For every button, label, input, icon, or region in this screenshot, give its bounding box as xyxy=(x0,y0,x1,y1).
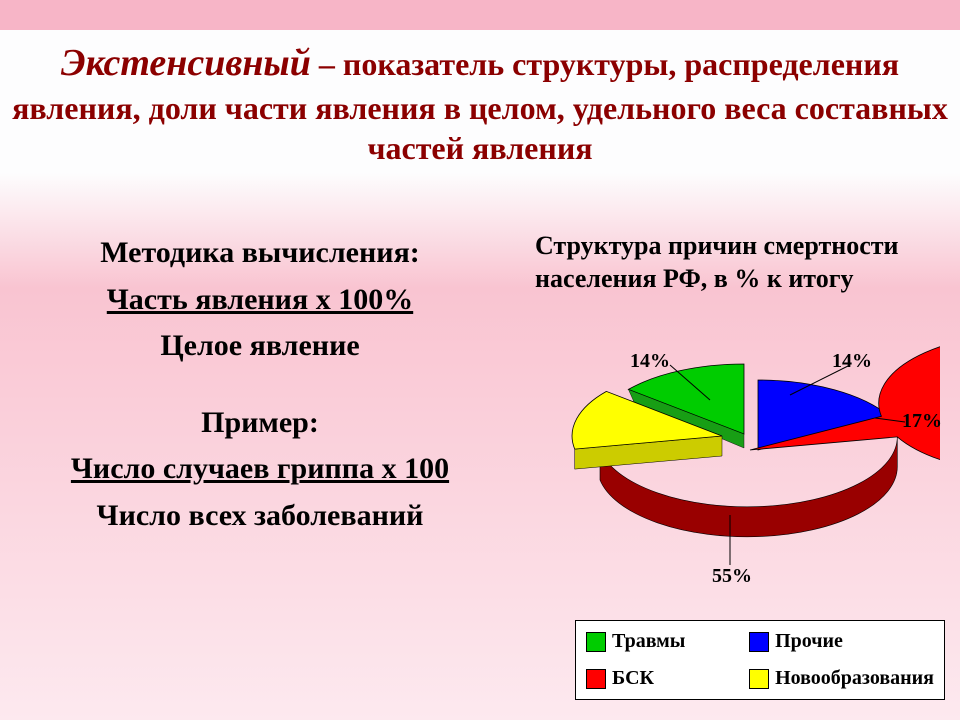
legend-label-prochie: Прочие xyxy=(775,630,843,653)
method-column: Методика вычисления: Часть явления х 100… xyxy=(10,230,510,539)
swatch-green xyxy=(586,632,606,652)
swatch-yellow xyxy=(749,669,769,689)
slide-title: Экстенсивный – показатель структуры, рас… xyxy=(0,40,960,168)
legend-item-novoobr: Новообразования xyxy=(749,667,934,690)
method-heading: Методика вычисления: xyxy=(10,230,510,277)
legend-item-bsk: БСК xyxy=(586,667,745,690)
formula-numerator: Часть явления х 100% xyxy=(10,277,510,324)
slide-root: Экстенсивный – показатель структуры, рас… xyxy=(0,0,960,720)
legend-item-travmy: Травмы xyxy=(586,630,745,653)
label-red: 55% xyxy=(712,565,752,588)
legend-label-travmy: Травмы xyxy=(612,630,685,653)
label-blue: 17% xyxy=(902,410,942,433)
swatch-blue xyxy=(749,632,769,652)
label-green: 14% xyxy=(832,350,872,373)
legend-label-bsk: БСК xyxy=(612,667,654,690)
pie-chart: 14% 14% 17% 55% xyxy=(560,340,940,600)
example-numerator: Число случаев гриппа х 100 xyxy=(10,446,510,493)
swatch-red xyxy=(586,669,606,689)
chart-title: Структура причин смертности населения РФ… xyxy=(535,230,945,295)
example-heading: Пример: xyxy=(10,400,510,447)
title-lead: Экстенсивный xyxy=(61,42,311,84)
example-denominator: Число всех заболеваний xyxy=(10,493,510,540)
legend-label-novoobr: Новообразования xyxy=(775,667,934,690)
formula-denominator: Целое явление xyxy=(10,323,510,370)
pie-svg xyxy=(560,340,940,600)
chart-legend: Травмы Прочие БСК Новообразования xyxy=(575,620,945,700)
legend-item-prochie: Прочие xyxy=(749,630,934,653)
top-accent-bar xyxy=(0,0,960,30)
label-yellow: 14% xyxy=(630,350,670,373)
